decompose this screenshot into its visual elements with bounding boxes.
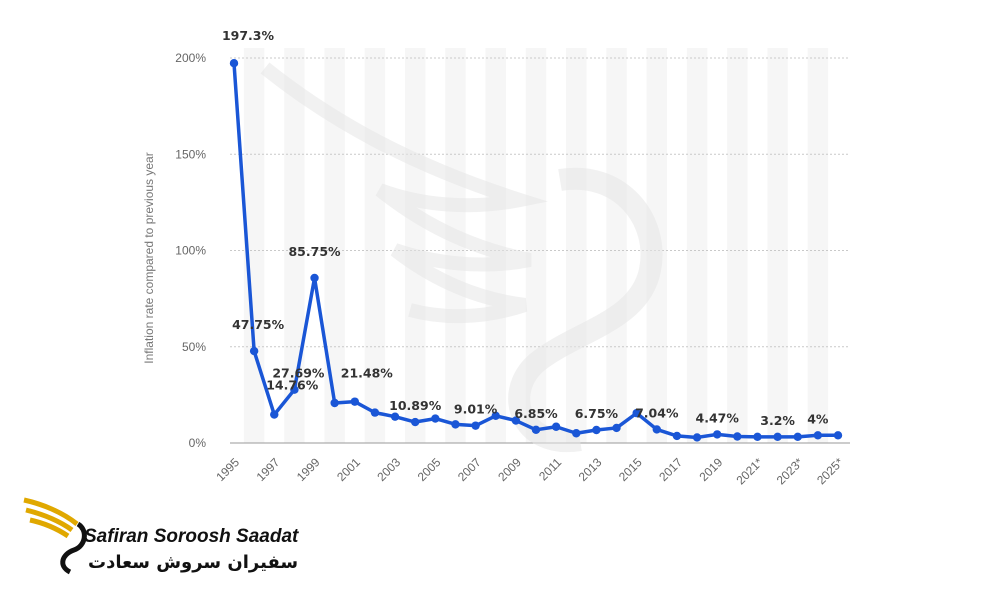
data-label: 197.3%	[222, 28, 275, 43]
x-tick-label: 2017	[656, 455, 685, 484]
data-label: 14.76%	[266, 378, 319, 393]
data-point[interactable]	[632, 408, 641, 418]
data-point[interactable]	[249, 346, 259, 356]
data-point[interactable]	[350, 397, 359, 406]
x-tick-label: 2025*	[814, 455, 846, 487]
data-point[interactable]	[672, 431, 682, 441]
data-point[interactable]	[451, 420, 460, 429]
data-label: 27.69%	[272, 366, 325, 381]
x-tick-label: 2013	[576, 455, 605, 484]
y-tick-label: 150%	[175, 147, 206, 161]
watermark-wing-logo	[260, 62, 663, 453]
data-point[interactable]	[531, 425, 541, 435]
y-axis-ticks: 0% 50% 100% 150% 200%	[175, 51, 206, 450]
data-label: 9.01%	[454, 402, 498, 417]
data-label: 10.89%	[389, 398, 442, 413]
data-point[interactable]	[612, 423, 621, 433]
y-tick-label: 50%	[182, 340, 206, 354]
x-tick-label: 2009	[495, 455, 524, 484]
x-tick-label: 1999	[294, 455, 323, 484]
column-band	[727, 48, 748, 443]
x-tick-label: 1995	[213, 455, 242, 484]
logo-name-persian: سفیران سروش سعادت	[88, 552, 299, 573]
x-tick-label: 2005	[415, 455, 444, 484]
column-band	[767, 48, 788, 443]
data-point[interactable]	[471, 421, 480, 430]
logo-name-english: Safiran Soroosh Saadat	[84, 526, 299, 547]
data-points	[229, 58, 843, 442]
data-point[interactable]	[270, 410, 279, 419]
company-logo: Safiran Soroosh Saadat سفیران سروش سعادت	[22, 494, 299, 584]
data-label: 4%	[807, 411, 829, 426]
data-point[interactable]	[733, 432, 742, 441]
bird-logo-icon	[23, 497, 87, 575]
data-label: 4.47%	[696, 410, 740, 425]
data-point[interactable]	[511, 416, 521, 425]
data-labels: 197.3% 47.75% 14.76%27.69% 85.75% 21.48% 10.8…	[222, 28, 829, 428]
data-point[interactable]	[652, 425, 661, 434]
data-point[interactable]	[592, 425, 601, 435]
column-band	[686, 48, 708, 443]
column-band	[324, 48, 345, 443]
x-tick-label: 1997	[254, 455, 283, 484]
column-band	[284, 48, 305, 443]
x-tick-label: 2007	[455, 455, 484, 484]
data-label: 6.85%	[514, 406, 558, 421]
data-point[interactable]	[833, 431, 843, 440]
data-label: 47.75%	[232, 317, 285, 332]
y-tick-label: 100%	[175, 244, 206, 258]
data-point[interactable]	[411, 417, 420, 427]
data-point[interactable]	[793, 432, 802, 442]
x-tick-label: 2003	[374, 455, 403, 484]
y-tick-label: 200%	[175, 51, 206, 65]
data-point[interactable]	[390, 412, 400, 421]
data-point[interactable]	[290, 385, 299, 394]
column-band	[807, 48, 829, 443]
column-band	[243, 48, 265, 443]
data-point[interactable]	[431, 414, 440, 423]
data-label: 21.48%	[341, 366, 394, 381]
data-point[interactable]	[813, 431, 823, 440]
x-axis-ticks: 1995 1997 1999 2001 2003 2005 2007 2009 2011 2013…	[213, 455, 846, 487]
data-point[interactable]	[753, 432, 762, 442]
data-point[interactable]	[572, 429, 581, 438]
x-tick-label: 2011	[536, 455, 564, 483]
y-axis-label: Inflation rate compared to previous year	[142, 152, 156, 363]
data-label: 85.75%	[288, 244, 341, 259]
x-tick-label: 2023*	[774, 455, 806, 487]
x-tick-label: 2021*	[734, 455, 766, 487]
column-band	[566, 48, 587, 443]
data-point[interactable]	[551, 422, 561, 431]
data-point[interactable]	[330, 398, 339, 408]
column-band	[405, 48, 426, 443]
x-tick-label: 2019	[697, 455, 726, 484]
column-bands	[243, 48, 829, 443]
data-point[interactable]	[692, 433, 702, 442]
x-tick-label: 2015	[616, 455, 645, 484]
x-tick-label: 2001	[334, 455, 363, 484]
data-label: 3.2%	[760, 413, 795, 428]
y-tick-label: 0%	[189, 436, 207, 450]
column-band	[525, 48, 547, 443]
column-band	[606, 48, 627, 443]
data-point[interactable]	[229, 58, 239, 68]
data-point[interactable]	[773, 432, 782, 442]
data-point[interactable]	[310, 273, 319, 283]
column-band	[364, 48, 386, 443]
data-label: 6.75%	[575, 406, 619, 421]
column-band	[445, 48, 466, 443]
data-point[interactable]	[491, 411, 500, 421]
data-label: 7.04%	[635, 405, 679, 420]
data-point[interactable]	[370, 408, 380, 417]
data-point[interactable]	[713, 430, 722, 439]
